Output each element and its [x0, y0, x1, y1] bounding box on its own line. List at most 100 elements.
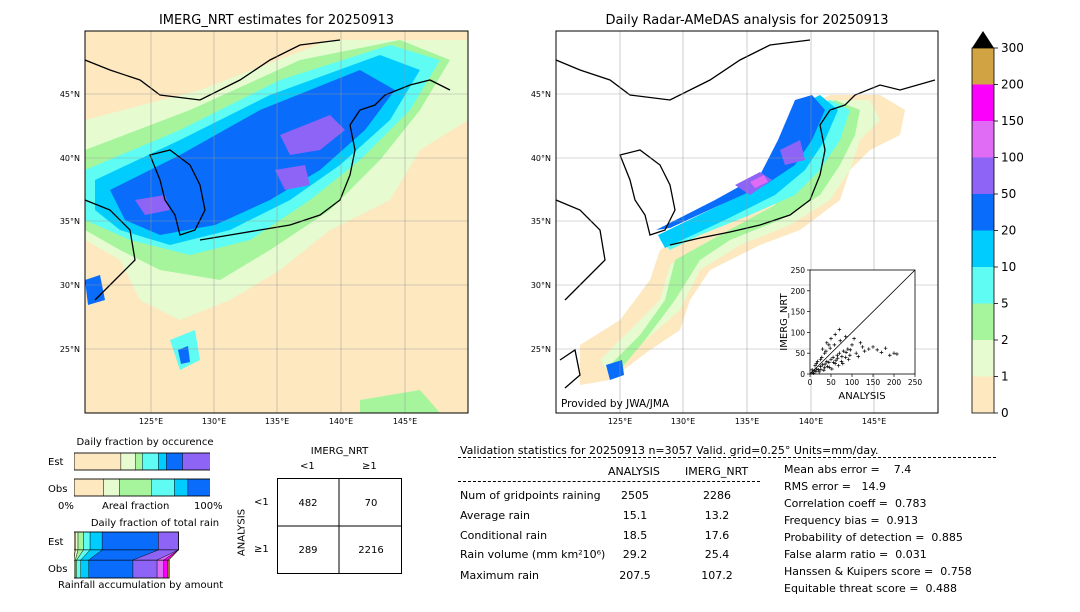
scatter-point [848, 348, 853, 352]
scatter-point [833, 332, 837, 337]
colorbar-label: 150 [1001, 114, 1024, 128]
scatter-point [888, 353, 892, 358]
scatter-point [844, 350, 848, 355]
scatter-point [840, 361, 845, 366]
scatter-x-tick-label: 100 [845, 378, 860, 387]
fraction-segment [174, 478, 189, 497]
right-lon-label: 145°E [862, 417, 886, 426]
fraction-segment [163, 559, 168, 579]
stats-row-analysis: 29.2 [622, 548, 648, 561]
fraction-segment [119, 478, 152, 497]
scatter-point [827, 343, 831, 347]
fraction-segment [120, 452, 136, 471]
scatter-point [850, 343, 854, 347]
scatter-point [827, 360, 831, 365]
fraction-segment [135, 452, 143, 471]
scatter-point [835, 353, 840, 358]
scatter-point [892, 351, 896, 355]
occ-est-label: Est [48, 457, 64, 468]
occurrence-title: Daily fraction by occurence [76, 437, 214, 448]
scatter-point [822, 365, 827, 370]
rain-area-magenta [750, 175, 768, 188]
stats-col-imerg: IMERG_NRT [685, 465, 749, 478]
total-rain-bars [74, 531, 179, 579]
left-lat-label: 30°N [60, 281, 80, 290]
rain-area-west-blue [85, 275, 105, 305]
right-lat-label: 25°N [531, 345, 551, 354]
occ-100-label: 100% [194, 501, 223, 512]
scatter-y-tick-label: 250 [791, 266, 806, 275]
right-lon-label: 140°E [799, 417, 823, 426]
fraction-segment [74, 478, 104, 497]
stats-header: Validation statistics for 20250913 n=305… [460, 444, 879, 457]
scatter-point [822, 368, 826, 373]
scatter-x-ticks: 0 50 100 150 200 250 [808, 374, 922, 387]
left-lat-label: 25°N [60, 345, 80, 354]
right-lat-label: 30°N [531, 281, 551, 290]
scatter-point [829, 357, 833, 362]
left-lat-label: 45°N [60, 90, 80, 99]
colorbar-label: 20 [1001, 224, 1016, 238]
fraction-segment [156, 559, 164, 579]
stats-row-analysis: 2505 [621, 489, 649, 502]
fraction-segment [75, 531, 79, 551]
colorbar-segment [972, 157, 994, 194]
rain-area-purple-2 [135, 195, 170, 215]
scatter-x-tick-label: 200 [887, 378, 902, 387]
stats-row-analysis: 15.1 [622, 509, 648, 522]
scatter-point [846, 347, 850, 351]
scatter-points [810, 327, 899, 375]
fraction-segment [132, 559, 158, 579]
colorbar-segment [972, 121, 994, 158]
scatter-point [820, 363, 825, 367]
stats-col-analysis: ANALYSIS [608, 465, 660, 478]
scatter-point [871, 345, 875, 349]
stats-row-imerg: 25.4 [704, 548, 730, 561]
left-map: 45°N 40°N 35°N 30°N 25°N 125°E 130°E 135… [60, 30, 469, 426]
score: Frequency bias = 0.913 [784, 514, 919, 527]
score: RMS error = 14.9 [784, 480, 886, 493]
left-lon-label: 130°E [202, 417, 226, 426]
colorbar-label: 0 [1001, 406, 1009, 420]
scatter-point [843, 334, 848, 339]
scatter-point [883, 346, 888, 351]
right-lat-label: 45°N [531, 90, 551, 99]
occurrence-bars [74, 452, 210, 497]
rain-xlabel: Rainfall accumulation by amount [58, 580, 224, 591]
scatter-point [879, 350, 884, 355]
scatter-y-tick-label: 0 [800, 370, 805, 379]
fraction-segment [158, 452, 167, 471]
scatter-point [862, 349, 867, 353]
colorbar-labels: 0 1 2 5 10 20 50 100 150 200 300 [994, 41, 1024, 420]
fraction-bar-frame [74, 452, 210, 471]
occ-0-label: 0% [58, 501, 74, 512]
right-map: 45°N 40°N 35°N 30°N 25°N 125°E 130°E 135… [531, 30, 939, 426]
map-credit: Provided by JWA/JMA [561, 398, 670, 410]
scatter-ylabel: IMERG_NRT [779, 292, 790, 350]
scatter-point [822, 351, 827, 355]
scatter-point [814, 369, 818, 374]
stats-row-imerg: 17.6 [704, 529, 730, 542]
contingency-row-ge1: ≥1 [254, 544, 269, 555]
scatter-point [837, 351, 842, 355]
fraction-segment [80, 559, 89, 579]
scatter-plot: 0 50 100 150 200 250 0 50 100 150 200 250 ANALYSIS… [779, 266, 922, 402]
right-lat-label: 40°N [531, 154, 551, 163]
scatter-point [829, 336, 833, 341]
stats-row-imerg: 2286 [703, 489, 731, 502]
stats-col-rule [458, 481, 760, 482]
contingency-row-lt1: <1 [254, 497, 269, 508]
scatter-point [848, 353, 852, 358]
scatter-point [841, 349, 846, 353]
scatter-point [824, 349, 828, 353]
coastline-japan [199, 79, 451, 241]
coastline-continent [85, 39, 341, 301]
fraction-segment [101, 531, 159, 551]
contingency-title: IMERG_NRT [310, 446, 369, 457]
scatter-point [810, 368, 814, 372]
colorbar-label: 10 [1001, 260, 1016, 274]
coastline-korea [149, 149, 206, 236]
contingency-row-title: ANALYSIS [236, 508, 248, 557]
rain-area-south-blue [178, 346, 190, 364]
fraction-segment [75, 559, 77, 579]
